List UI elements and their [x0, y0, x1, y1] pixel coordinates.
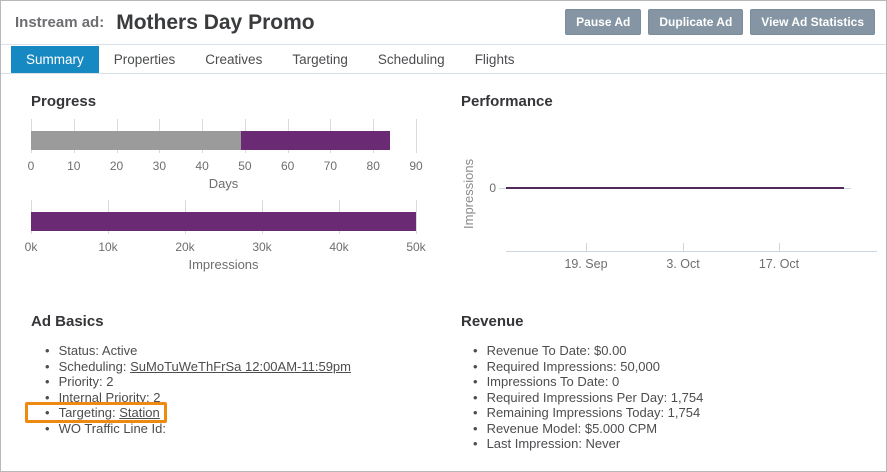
ad-type-label: Instream ad: [15, 14, 105, 31]
targeting-item: • Targeting: Station [25, 402, 167, 423]
tick-mark [586, 243, 587, 251]
days-tick-labels: 0 10 20 30 40 50 60 70 80 90 [27, 159, 423, 173]
gridline [416, 200, 417, 234]
bullet-icon: • [45, 389, 50, 405]
view-ad-statistics-button[interactable]: View Ad Statistics [750, 9, 875, 35]
required-impressions-item: • Required Impressions: 50,000 [473, 358, 660, 374]
tick-label: 0k [24, 240, 38, 254]
impressions-goal-segment [31, 212, 416, 231]
tick-label: 30 [152, 159, 167, 173]
tick-label: 40 [195, 159, 209, 173]
revenue-heading: Revenue [461, 313, 524, 330]
bullet-icon: • [45, 343, 50, 358]
bullet-icon: • [45, 405, 50, 420]
tick-mark [683, 243, 684, 251]
last-impression-item: • Last Impression: Never [473, 436, 621, 451]
bullet-icon: • [45, 374, 50, 389]
bullet-icon: • [45, 358, 50, 374]
impressions-progress-chart: 0k 10k 20k 30k 40k 50k Impressions [25, 194, 426, 276]
y-axis-label: Impressions [461, 158, 476, 229]
bullet-icon: • [473, 374, 478, 389]
duplicate-ad-button[interactable]: Duplicate Ad [648, 9, 744, 35]
progress-heading: Progress [31, 93, 97, 110]
y-axis-tick-label: 0 [489, 181, 496, 195]
impressions-bar [31, 212, 416, 231]
status-item: • Status: Active [45, 343, 138, 358]
tick-label: 17. Oct [758, 257, 800, 271]
days-progress-chart: 0 10 20 30 40 50 60 70 80 90 Days [27, 113, 423, 195]
tick-label: 10k [98, 240, 118, 254]
x-axis-line [506, 251, 877, 252]
pause-ad-button[interactable]: Pause Ad [565, 9, 642, 35]
revenue-list: • Revenue To Date: $0.00 • Required Impr… [473, 343, 703, 452]
line-end-tick [844, 188, 851, 189]
bullet-icon: • [473, 405, 478, 420]
tick-label: 50 [238, 159, 252, 173]
bullet-icon: • [473, 389, 478, 405]
tick-label: 80 [366, 159, 380, 173]
performance-heading: Performance [461, 93, 553, 110]
days-remaining-segment [240, 131, 391, 150]
title-wrap: Instream ad: Mothers Day Promo [15, 1, 315, 44]
gridline [416, 119, 417, 153]
tab-targeting[interactable]: Targeting [292, 52, 348, 67]
item-link[interactable]: SuMoTuWeThFrSa 12:00AM-11:59pm [130, 358, 351, 374]
item-link[interactable]: Station [119, 405, 160, 420]
wo-traffic-line-id-item: • WO Traffic Line Id: [45, 420, 166, 436]
tick-label: 70 [323, 159, 338, 173]
remaining-impressions-today-item: • Remaining Impressions Today: 1,754 [473, 405, 701, 420]
tick-label: 30k [252, 240, 272, 254]
ad-basics-list: • Status: Active • Scheduling: SuMoTuWeT… [25, 343, 351, 436]
bullet-icon: • [473, 358, 478, 374]
tab-creatives[interactable]: Creatives [205, 52, 263, 67]
tick-label: 19. Sep [564, 257, 608, 271]
days-axis-title: Days [208, 176, 239, 191]
performance-chart: Impressions 0 19. Sep 3. Oct 17. Oct [461, 111, 881, 286]
tab-bar: Summary Properties Creatives Targeting Sched… [1, 46, 886, 74]
days-bar [31, 131, 416, 150]
tick-mark [779, 243, 780, 251]
tab-scheduling[interactable]: Scheduling [377, 52, 445, 67]
priority-item: • Priority: 2 [45, 374, 114, 389]
impressions-axis-title: Impressions [188, 257, 259, 272]
revenue-to-date-item: • Revenue To Date: $0.00 [473, 343, 627, 358]
bullet-icon: • [45, 420, 50, 436]
bullet-icon: • [473, 436, 478, 451]
x-axis-ticks: 19. Sep 3. Oct 17. Oct [506, 243, 877, 283]
scheduling-item: • Scheduling: SuMoTuWeThFrSa 12:00AM-11:… [45, 358, 351, 374]
days-elapsed-segment [31, 131, 241, 150]
page-header: Instream ad: Mothers Day Promo Pause Ad D… [1, 1, 886, 45]
y-axis-tick-mark [499, 188, 506, 189]
tab-properties[interactable]: Properties [113, 52, 176, 67]
tick-label: 90 [409, 159, 423, 173]
header-buttons: Pause Ad Duplicate Ad View Ad Statistics [565, 9, 875, 35]
tick-label: 40k [329, 240, 349, 254]
impressions-to-date-item: • Impressions To Date: 0 [473, 374, 620, 389]
tick-label: 50k [406, 240, 426, 254]
bullet-icon: • [473, 343, 478, 358]
tick-label: 0 [27, 159, 35, 173]
tick-label: 10 [67, 159, 81, 173]
tab-flights[interactable]: Flights [474, 52, 515, 67]
impressions-tick-labels: 0k 10k 20k 30k 40k 50k [25, 240, 426, 254]
impressions-line-series [506, 187, 844, 189]
internal-priority-item: • Internal Priority: 2 [45, 389, 161, 405]
revenue-model-item: • Revenue Model: $5.000 CPM [473, 420, 658, 436]
tick-label: 20 [109, 159, 124, 173]
tick-label: 3. Oct [666, 257, 700, 271]
tick-label: 60 [280, 159, 295, 173]
page-title: Mothers Day Promo [116, 10, 315, 34]
tab-summary[interactable]: Summary [11, 46, 99, 73]
tick-label: 20k [175, 240, 195, 254]
ad-basics-heading: Ad Basics [31, 313, 104, 330]
required-impressions-per-day-item: • Required Impressions Per Day: 1,754 [473, 389, 704, 405]
bullet-icon: • [473, 420, 478, 436]
